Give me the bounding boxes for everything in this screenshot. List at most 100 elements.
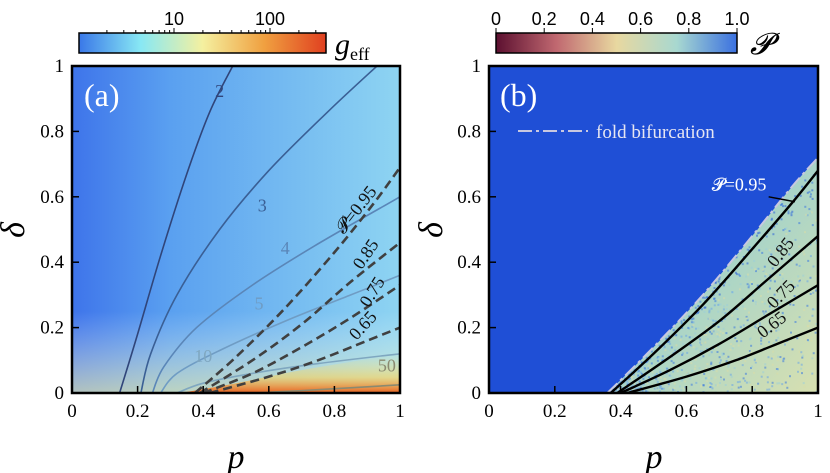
noise-dot xyxy=(706,348,709,350)
noise-dot xyxy=(723,317,726,320)
noise-dot xyxy=(740,359,742,362)
noise-dot xyxy=(790,280,793,283)
noise-dot xyxy=(750,281,753,283)
noise-dot xyxy=(764,366,767,369)
noise-dot xyxy=(785,227,788,230)
noise-dot xyxy=(796,337,799,340)
noise-dot xyxy=(746,248,749,251)
noise-dot xyxy=(730,388,733,391)
noise-dot xyxy=(782,205,784,208)
noise-dot xyxy=(661,355,664,358)
noise-dot xyxy=(695,381,698,384)
noise-dot xyxy=(744,379,747,382)
noise-dot xyxy=(773,280,776,283)
noise-dot xyxy=(686,371,689,374)
noise-dot xyxy=(721,311,724,314)
noise-dot xyxy=(744,372,747,375)
noise-dot xyxy=(761,251,764,254)
noise-dot xyxy=(667,385,670,388)
noise-dot xyxy=(719,330,722,333)
noise-dot xyxy=(804,231,806,234)
noise-dot xyxy=(688,315,691,318)
noise-dot xyxy=(689,343,692,346)
noise-dot xyxy=(634,373,637,376)
panel-b-ytick-label: 0 xyxy=(472,383,482,404)
noise-dot xyxy=(745,381,748,384)
noise-dot xyxy=(750,367,752,369)
noise-dot xyxy=(754,301,757,303)
g-contour-label: 5 xyxy=(254,294,263,314)
panel-b-ytick-label: 0.6 xyxy=(457,187,481,208)
noise-dot xyxy=(806,191,809,194)
noise-dot xyxy=(803,385,806,388)
noise-dot xyxy=(736,318,739,321)
noise-dot xyxy=(653,387,656,390)
noise-dot xyxy=(722,332,724,335)
noise-dot xyxy=(710,332,713,335)
noise-dot xyxy=(771,381,774,384)
noise-dot xyxy=(777,323,780,326)
noise-dot xyxy=(667,343,670,345)
noise-dot xyxy=(736,381,739,384)
noise-dot xyxy=(786,386,789,389)
noise-dot xyxy=(779,316,782,319)
noise-dot xyxy=(801,372,803,375)
noise-dot xyxy=(645,375,647,378)
noise-dot xyxy=(735,308,738,310)
noise-dot xyxy=(777,287,780,290)
noise-dot xyxy=(768,388,771,391)
noise-dot xyxy=(745,275,748,278)
panel-a-xtick-label: 0.2 xyxy=(126,401,150,422)
noise-dot xyxy=(804,338,807,341)
colorbar-a-bar xyxy=(78,32,327,54)
g-contour-label: 10 xyxy=(194,346,212,366)
g-contour-2 xyxy=(118,66,234,393)
noise-dot xyxy=(757,267,760,270)
noise-dot xyxy=(742,377,745,380)
noise-dot xyxy=(758,288,761,291)
noise-dot xyxy=(812,291,815,294)
noise-dot xyxy=(681,352,684,355)
noise-dot xyxy=(683,319,686,322)
noise-dot xyxy=(772,355,775,358)
noise-dot xyxy=(739,325,742,328)
noise-dot xyxy=(752,299,754,302)
noise-dot xyxy=(806,304,809,307)
noise-dot xyxy=(793,286,796,289)
noise-dot xyxy=(668,374,671,377)
noise-dot xyxy=(669,372,672,375)
noise-dot xyxy=(709,330,712,333)
noise-dot xyxy=(699,350,702,353)
noise-dot xyxy=(673,337,676,340)
noise-dot xyxy=(754,323,757,326)
noise-dot xyxy=(666,340,669,343)
noise-dot xyxy=(763,265,766,268)
panel-b-xtick-label: 0 xyxy=(484,401,494,422)
noise-dot xyxy=(696,347,699,350)
noise-dot xyxy=(709,382,712,384)
noise-dot xyxy=(665,372,668,375)
noise-dot xyxy=(676,370,679,373)
noise-dot xyxy=(632,377,635,380)
noise-dot xyxy=(725,308,728,310)
noise-dot xyxy=(773,329,775,332)
panel-a-xtick-label: 0.8 xyxy=(323,401,347,422)
noise-dot xyxy=(719,359,722,362)
noise-dot xyxy=(780,218,783,221)
noise-dot xyxy=(760,375,763,378)
noise-dot xyxy=(742,324,745,327)
noise-dot xyxy=(691,336,694,339)
noise-dot xyxy=(697,312,699,314)
noise-dot xyxy=(748,246,751,249)
noise-dot xyxy=(732,345,735,348)
noise-dot xyxy=(748,284,751,287)
panel-a-P-contour-0 xyxy=(194,166,400,393)
noise-dot xyxy=(738,380,741,383)
noise-dot xyxy=(751,283,753,285)
noise-dot xyxy=(735,340,738,343)
noise-dot xyxy=(685,334,688,337)
noise-dot xyxy=(710,377,713,380)
noise-dot xyxy=(810,336,813,339)
panel-a-P-contour-1 xyxy=(199,241,400,393)
noise-dot xyxy=(664,367,667,370)
